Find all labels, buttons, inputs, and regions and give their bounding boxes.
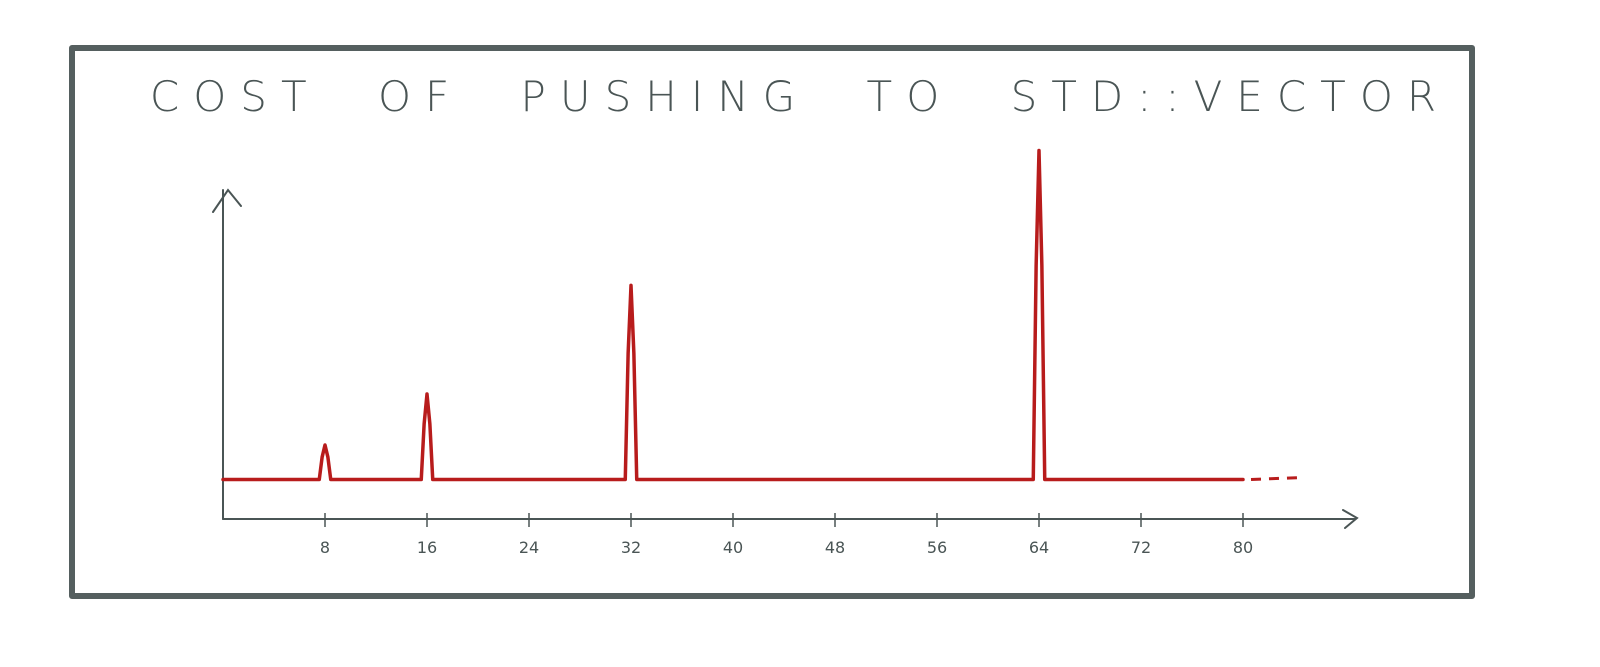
- x-axis: [222, 509, 1359, 529]
- x-tick-label: 80: [1233, 538, 1253, 557]
- spike-peak: [629, 283, 633, 287]
- x-tick-label: 64: [1029, 538, 1049, 557]
- chart-title: COST OF PUSHING TO STD::VECTOR: [149, 72, 1451, 121]
- x-tick-label: 48: [825, 538, 845, 557]
- spike-peak: [1037, 149, 1041, 153]
- cost-line-continuation: [1250, 476, 1302, 482]
- spike-peak: [323, 443, 327, 447]
- y-axis: [212, 188, 242, 520]
- x-tick-label: 24: [519, 538, 539, 557]
- x-tick-label: 8: [320, 538, 330, 557]
- x-tick-label: 72: [1131, 538, 1151, 557]
- x-tick-label: 32: [621, 538, 641, 557]
- cost-line: [221, 148, 1245, 482]
- x-tick-label: 56: [927, 538, 947, 557]
- spike-peak: [425, 392, 429, 396]
- x-tick-label: 40: [723, 538, 743, 557]
- x-tick-label: 16: [417, 538, 437, 557]
- chart-frame: [69, 45, 1475, 599]
